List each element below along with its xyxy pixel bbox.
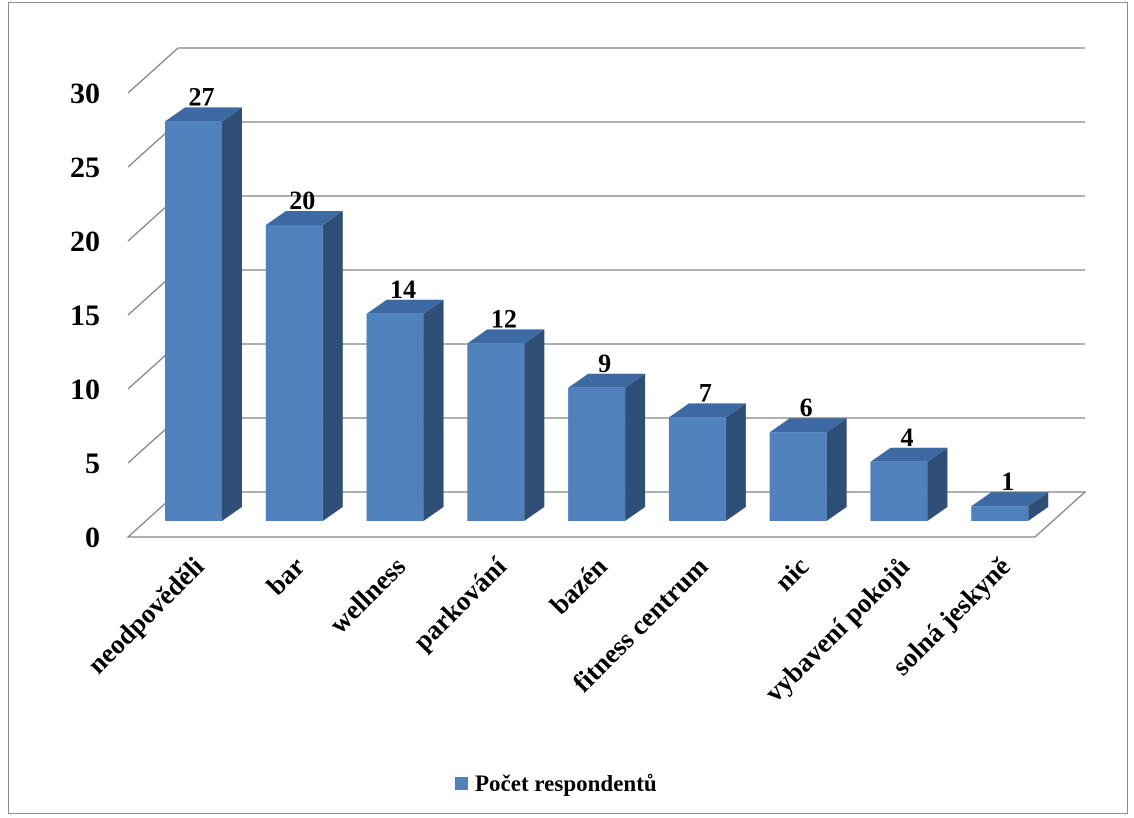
bar-front (870, 461, 928, 521)
y-tick-label: 0 (85, 521, 100, 554)
data-label: 6 (800, 393, 813, 422)
bar (870, 447, 948, 521)
bar-top (165, 107, 242, 122)
gridline (127, 121, 1085, 168)
bar (668, 403, 746, 521)
y-tick-label: 20 (70, 225, 100, 258)
x-tick-label: wellness (323, 551, 411, 639)
bar-side (826, 418, 847, 521)
x-tick-label: neodpověděli (81, 551, 210, 680)
bar-side (725, 403, 746, 521)
bar-side (927, 447, 948, 521)
bar-front (366, 313, 424, 521)
data-label: 9 (598, 349, 611, 378)
bar-top (568, 373, 646, 388)
bar-front (971, 506, 1029, 521)
bar-top (769, 418, 847, 433)
data-label: 7 (699, 378, 712, 407)
bar (265, 211, 343, 521)
bars (165, 107, 1049, 522)
data-label: 1 (1001, 467, 1014, 496)
bar-front (568, 387, 626, 521)
bar-side (322, 211, 343, 521)
bar-side (222, 107, 242, 522)
bar-top (366, 299, 444, 314)
bar-side (625, 373, 646, 521)
y-tick-label: 25 (70, 151, 100, 184)
bar-front (467, 343, 525, 521)
legend: Počet respondentů (455, 771, 657, 796)
bar (165, 107, 242, 522)
bar-top (467, 329, 545, 344)
y-tick-label: 15 (70, 299, 100, 332)
bar-front (668, 417, 726, 521)
legend-label: Počet respondentů (475, 771, 657, 796)
bar-side (423, 299, 444, 521)
data-label: 12 (491, 304, 517, 333)
x-tick-label: parkování (407, 551, 512, 656)
data-label: 4 (900, 423, 913, 452)
bar-top (870, 447, 948, 462)
y-tick-label: 10 (70, 373, 100, 406)
bar (971, 492, 1049, 521)
bar (769, 418, 847, 521)
bar-front (769, 432, 827, 521)
bar (467, 329, 545, 521)
bar-front (165, 121, 222, 522)
y-tick-label: 5 (85, 447, 100, 480)
data-label: 27 (189, 82, 215, 111)
floor (126, 491, 1087, 538)
legend-swatch (455, 777, 468, 790)
x-tick-label: nic (769, 551, 815, 597)
x-tick-label: bazén (544, 551, 613, 620)
bar-front (265, 225, 323, 521)
bar (568, 373, 646, 521)
data-label: 14 (390, 275, 416, 304)
bar-top (265, 211, 343, 225)
bar-side (1028, 492, 1049, 521)
bar (366, 299, 444, 521)
x-tick-label: bar (261, 551, 311, 601)
gridline (127, 47, 1085, 94)
bar-side (524, 329, 545, 521)
bar-top (971, 492, 1049, 507)
data-label: 20 (289, 186, 315, 215)
y-tick-label: 30 (70, 77, 100, 110)
bar-top (668, 403, 746, 418)
